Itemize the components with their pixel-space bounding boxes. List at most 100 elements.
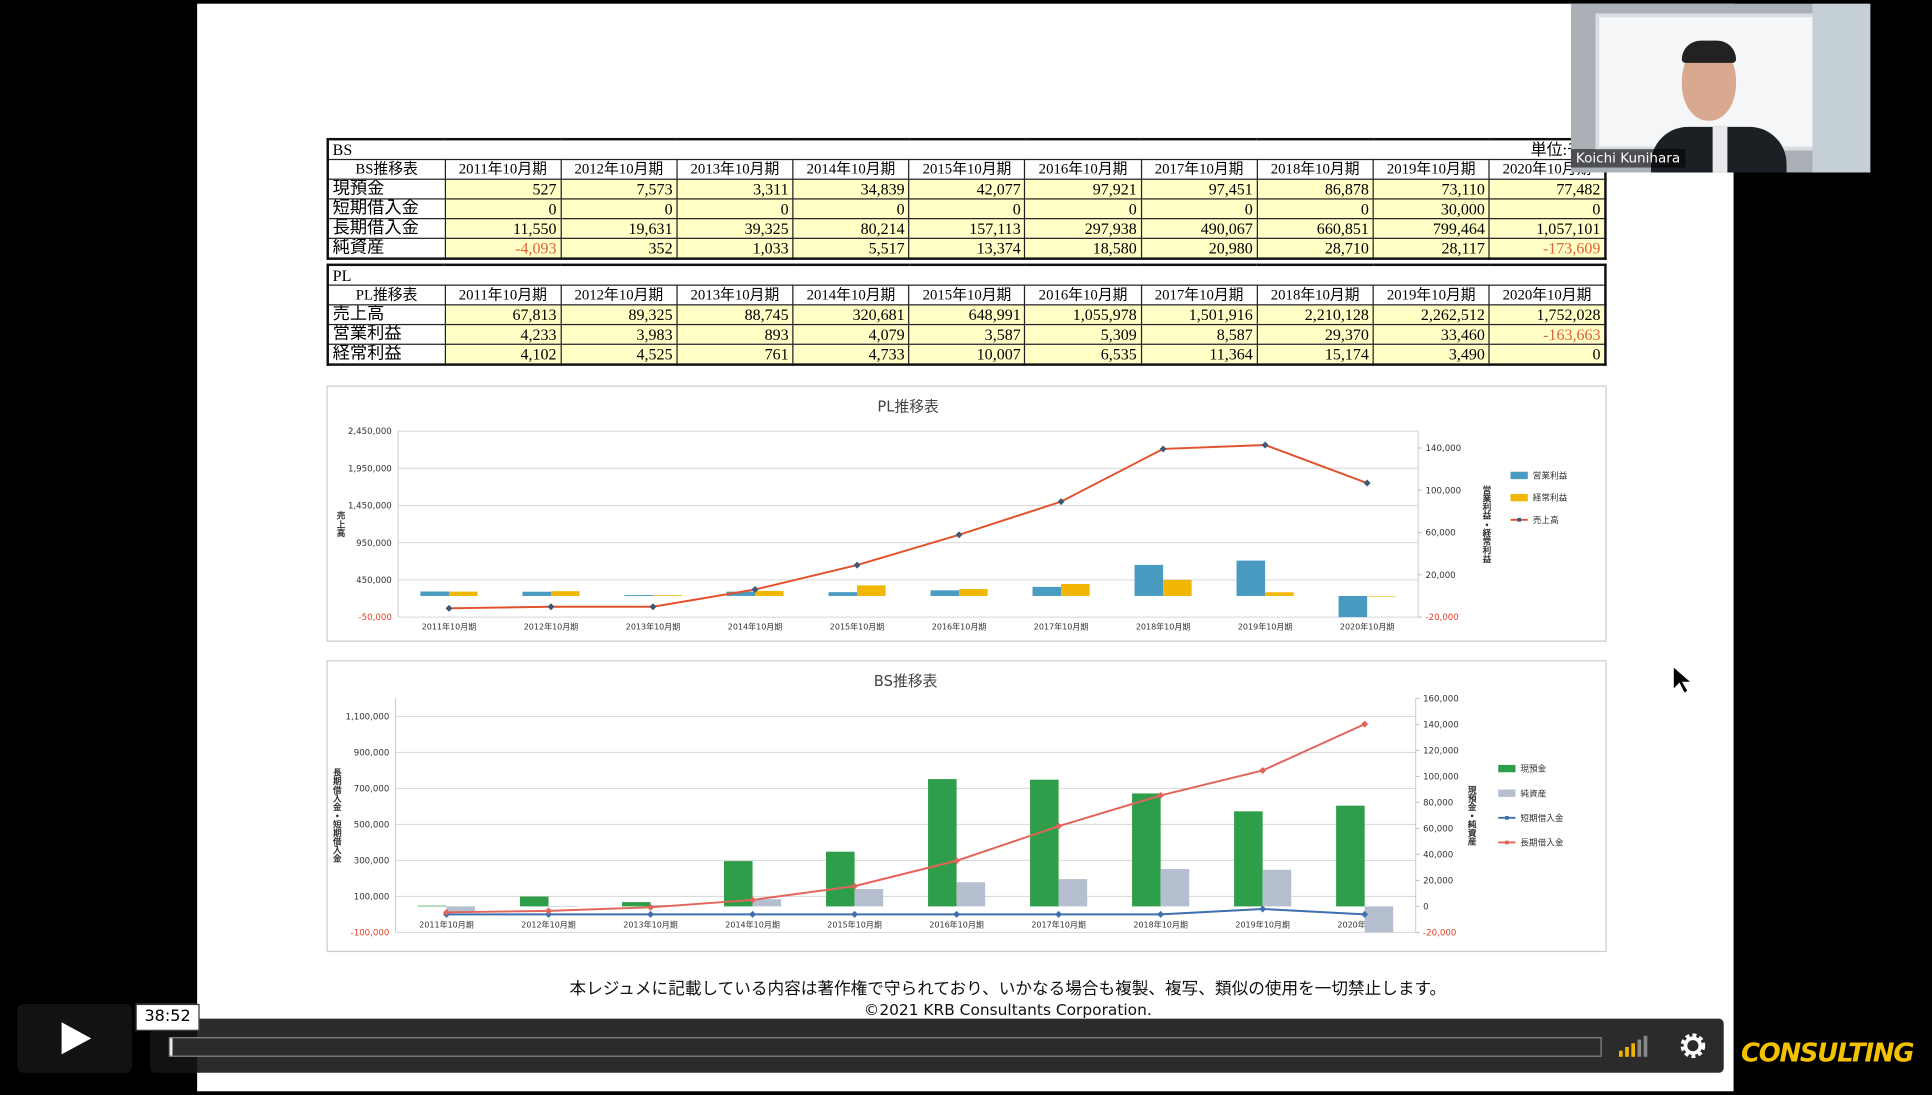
legend-label: 売上高 bbox=[1533, 514, 1559, 526]
table-cell: 3,490 bbox=[1372, 343, 1490, 366]
x-tick-label: 2016年10月期 bbox=[932, 621, 987, 631]
bar bbox=[1364, 906, 1394, 933]
table-cell: 0 bbox=[908, 198, 1026, 220]
y2-tick-label: 20,000 bbox=[1426, 571, 1456, 581]
time-tooltip: 38:52 bbox=[135, 1003, 200, 1031]
header-cell: BS推移表 bbox=[327, 158, 446, 180]
y-tick-label: -50,000 bbox=[359, 613, 392, 623]
table-cell: 1,057,101 bbox=[1488, 218, 1606, 239]
play-button[interactable] bbox=[17, 1003, 132, 1073]
copyright: ©2021 KRB Consultants Corporation. bbox=[863, 1000, 1152, 1019]
bar bbox=[1132, 793, 1161, 907]
section-cell: BS 単位:千円 bbox=[327, 138, 1606, 161]
header-cell: 2011年10月期 bbox=[444, 158, 562, 180]
point bbox=[1057, 498, 1065, 506]
y2-tick-label: 140,000 bbox=[1423, 720, 1459, 730]
point bbox=[1259, 766, 1267, 774]
section-row: PL bbox=[327, 264, 1607, 286]
table-cell: 3,587 bbox=[908, 323, 1026, 345]
bar bbox=[826, 851, 855, 907]
x-tick-label: 2011年10月期 bbox=[419, 919, 474, 929]
bar bbox=[1058, 879, 1088, 907]
y2-tick-label: 60,000 bbox=[1426, 529, 1456, 539]
x-tick-label: 2013年10月期 bbox=[626, 621, 681, 631]
financial-table: PL PL推移表 2011年10月期 2012年10月期 2013年10月期 2014年1… bbox=[326, 263, 1607, 366]
bar bbox=[1262, 869, 1292, 907]
bar bbox=[519, 896, 549, 907]
header-cell: 2012年10月期 bbox=[560, 158, 678, 180]
table-row: 短期借入金 0 0 0 0 0 0 0 0 30,000 0 bbox=[327, 198, 1606, 220]
table-cell: 11,364 bbox=[1140, 343, 1258, 366]
row-label: 経常利益 bbox=[327, 343, 446, 366]
table-row: 売上高 67,813 89,325 88,745 320,681 648,991 1,055… bbox=[327, 304, 1607, 326]
table-cell: 4,079 bbox=[792, 323, 910, 345]
y2-tick-label: 60,000 bbox=[1423, 824, 1453, 834]
table-cell: 11,550 bbox=[444, 218, 562, 239]
table-cell: 2,210,128 bbox=[1256, 304, 1374, 326]
bar bbox=[1234, 811, 1263, 907]
x-tick-label: 2015年10月期 bbox=[830, 621, 885, 631]
y-axis-title: 売上高 bbox=[335, 510, 345, 538]
table-cell: 1,752,028 bbox=[1488, 304, 1607, 326]
header-cell: 2019年10月期 bbox=[1372, 284, 1490, 306]
y-tick-label: -100,000 bbox=[351, 928, 390, 938]
table-cell: 13,374 bbox=[908, 237, 1026, 260]
table-cell: 0 bbox=[1140, 198, 1258, 220]
table-cell: 4,102 bbox=[444, 343, 562, 366]
table-cell: 4,525 bbox=[560, 343, 678, 366]
bar bbox=[1367, 595, 1396, 597]
row-label: 現預金 bbox=[327, 178, 446, 200]
table-cell: -173,609 bbox=[1488, 237, 1606, 260]
table-cell: 20,980 bbox=[1140, 237, 1258, 260]
point bbox=[1259, 905, 1267, 913]
table-cell: 0 bbox=[1488, 343, 1607, 366]
table-cell: 30,000 bbox=[1372, 198, 1490, 220]
table-cell: 80,214 bbox=[792, 218, 910, 239]
x-tick-label: 2014年10月期 bbox=[728, 621, 783, 631]
chart-title: PL推移表 bbox=[877, 398, 939, 415]
table-cell: 4,233 bbox=[444, 323, 562, 345]
table-cell: 8,587 bbox=[1140, 323, 1258, 345]
bar bbox=[621, 902, 651, 907]
table-cell: 893 bbox=[676, 323, 794, 345]
webcam: Koichi Kunihara bbox=[1570, 3, 1871, 173]
table-cell: 648,991 bbox=[908, 304, 1026, 326]
legend-label: 純資産 bbox=[1520, 787, 1546, 799]
volume-button[interactable] bbox=[1617, 1033, 1661, 1060]
bar bbox=[857, 585, 886, 596]
table-cell: 0 bbox=[1024, 198, 1142, 220]
header-cell: 2017年10月期 bbox=[1140, 158, 1258, 180]
section-label: PL bbox=[332, 266, 352, 285]
table-cell: 157,113 bbox=[908, 218, 1026, 239]
x-tick-label: 2018年10月期 bbox=[1136, 621, 1191, 631]
legend-marker bbox=[1505, 816, 1509, 820]
table-cell: 3,311 bbox=[676, 178, 794, 200]
bar bbox=[828, 592, 858, 596]
table-cell: 3,983 bbox=[560, 323, 678, 345]
legend-swatch bbox=[1510, 493, 1528, 502]
table-cell: 77,482 bbox=[1488, 178, 1606, 200]
header-cell: 2011年10月期 bbox=[444, 284, 562, 306]
table-cell: 297,938 bbox=[1024, 218, 1142, 239]
bar bbox=[959, 589, 988, 596]
table-cell: 2,262,512 bbox=[1372, 304, 1490, 326]
line bbox=[448, 444, 1368, 610]
table-cell: -163,663 bbox=[1488, 323, 1607, 345]
y-tick-label: 300,000 bbox=[354, 856, 390, 866]
x-tick-label: 2017年10月期 bbox=[1031, 919, 1086, 929]
legend-swatch bbox=[1498, 764, 1516, 773]
header-cell: 2014年10月期 bbox=[792, 284, 910, 306]
channel-logo: CONSULTING bbox=[1740, 1038, 1915, 1068]
point bbox=[853, 561, 861, 569]
row-label: 売上高 bbox=[327, 304, 446, 326]
table-row: 長期借入金 11,550 19,631 39,325 80,214 157,113 297,… bbox=[327, 218, 1606, 239]
table-cell: 34,839 bbox=[792, 178, 910, 200]
progress-bar[interactable] bbox=[168, 1037, 1602, 1057]
bar bbox=[448, 591, 478, 596]
settings-button[interactable] bbox=[1678, 1031, 1708, 1061]
point bbox=[1055, 910, 1063, 918]
x-tick-label: 2014年10月期 bbox=[725, 919, 780, 929]
point bbox=[749, 910, 757, 918]
header-cell: 2013年10月期 bbox=[676, 284, 794, 306]
table-cell: 88,745 bbox=[676, 304, 794, 326]
